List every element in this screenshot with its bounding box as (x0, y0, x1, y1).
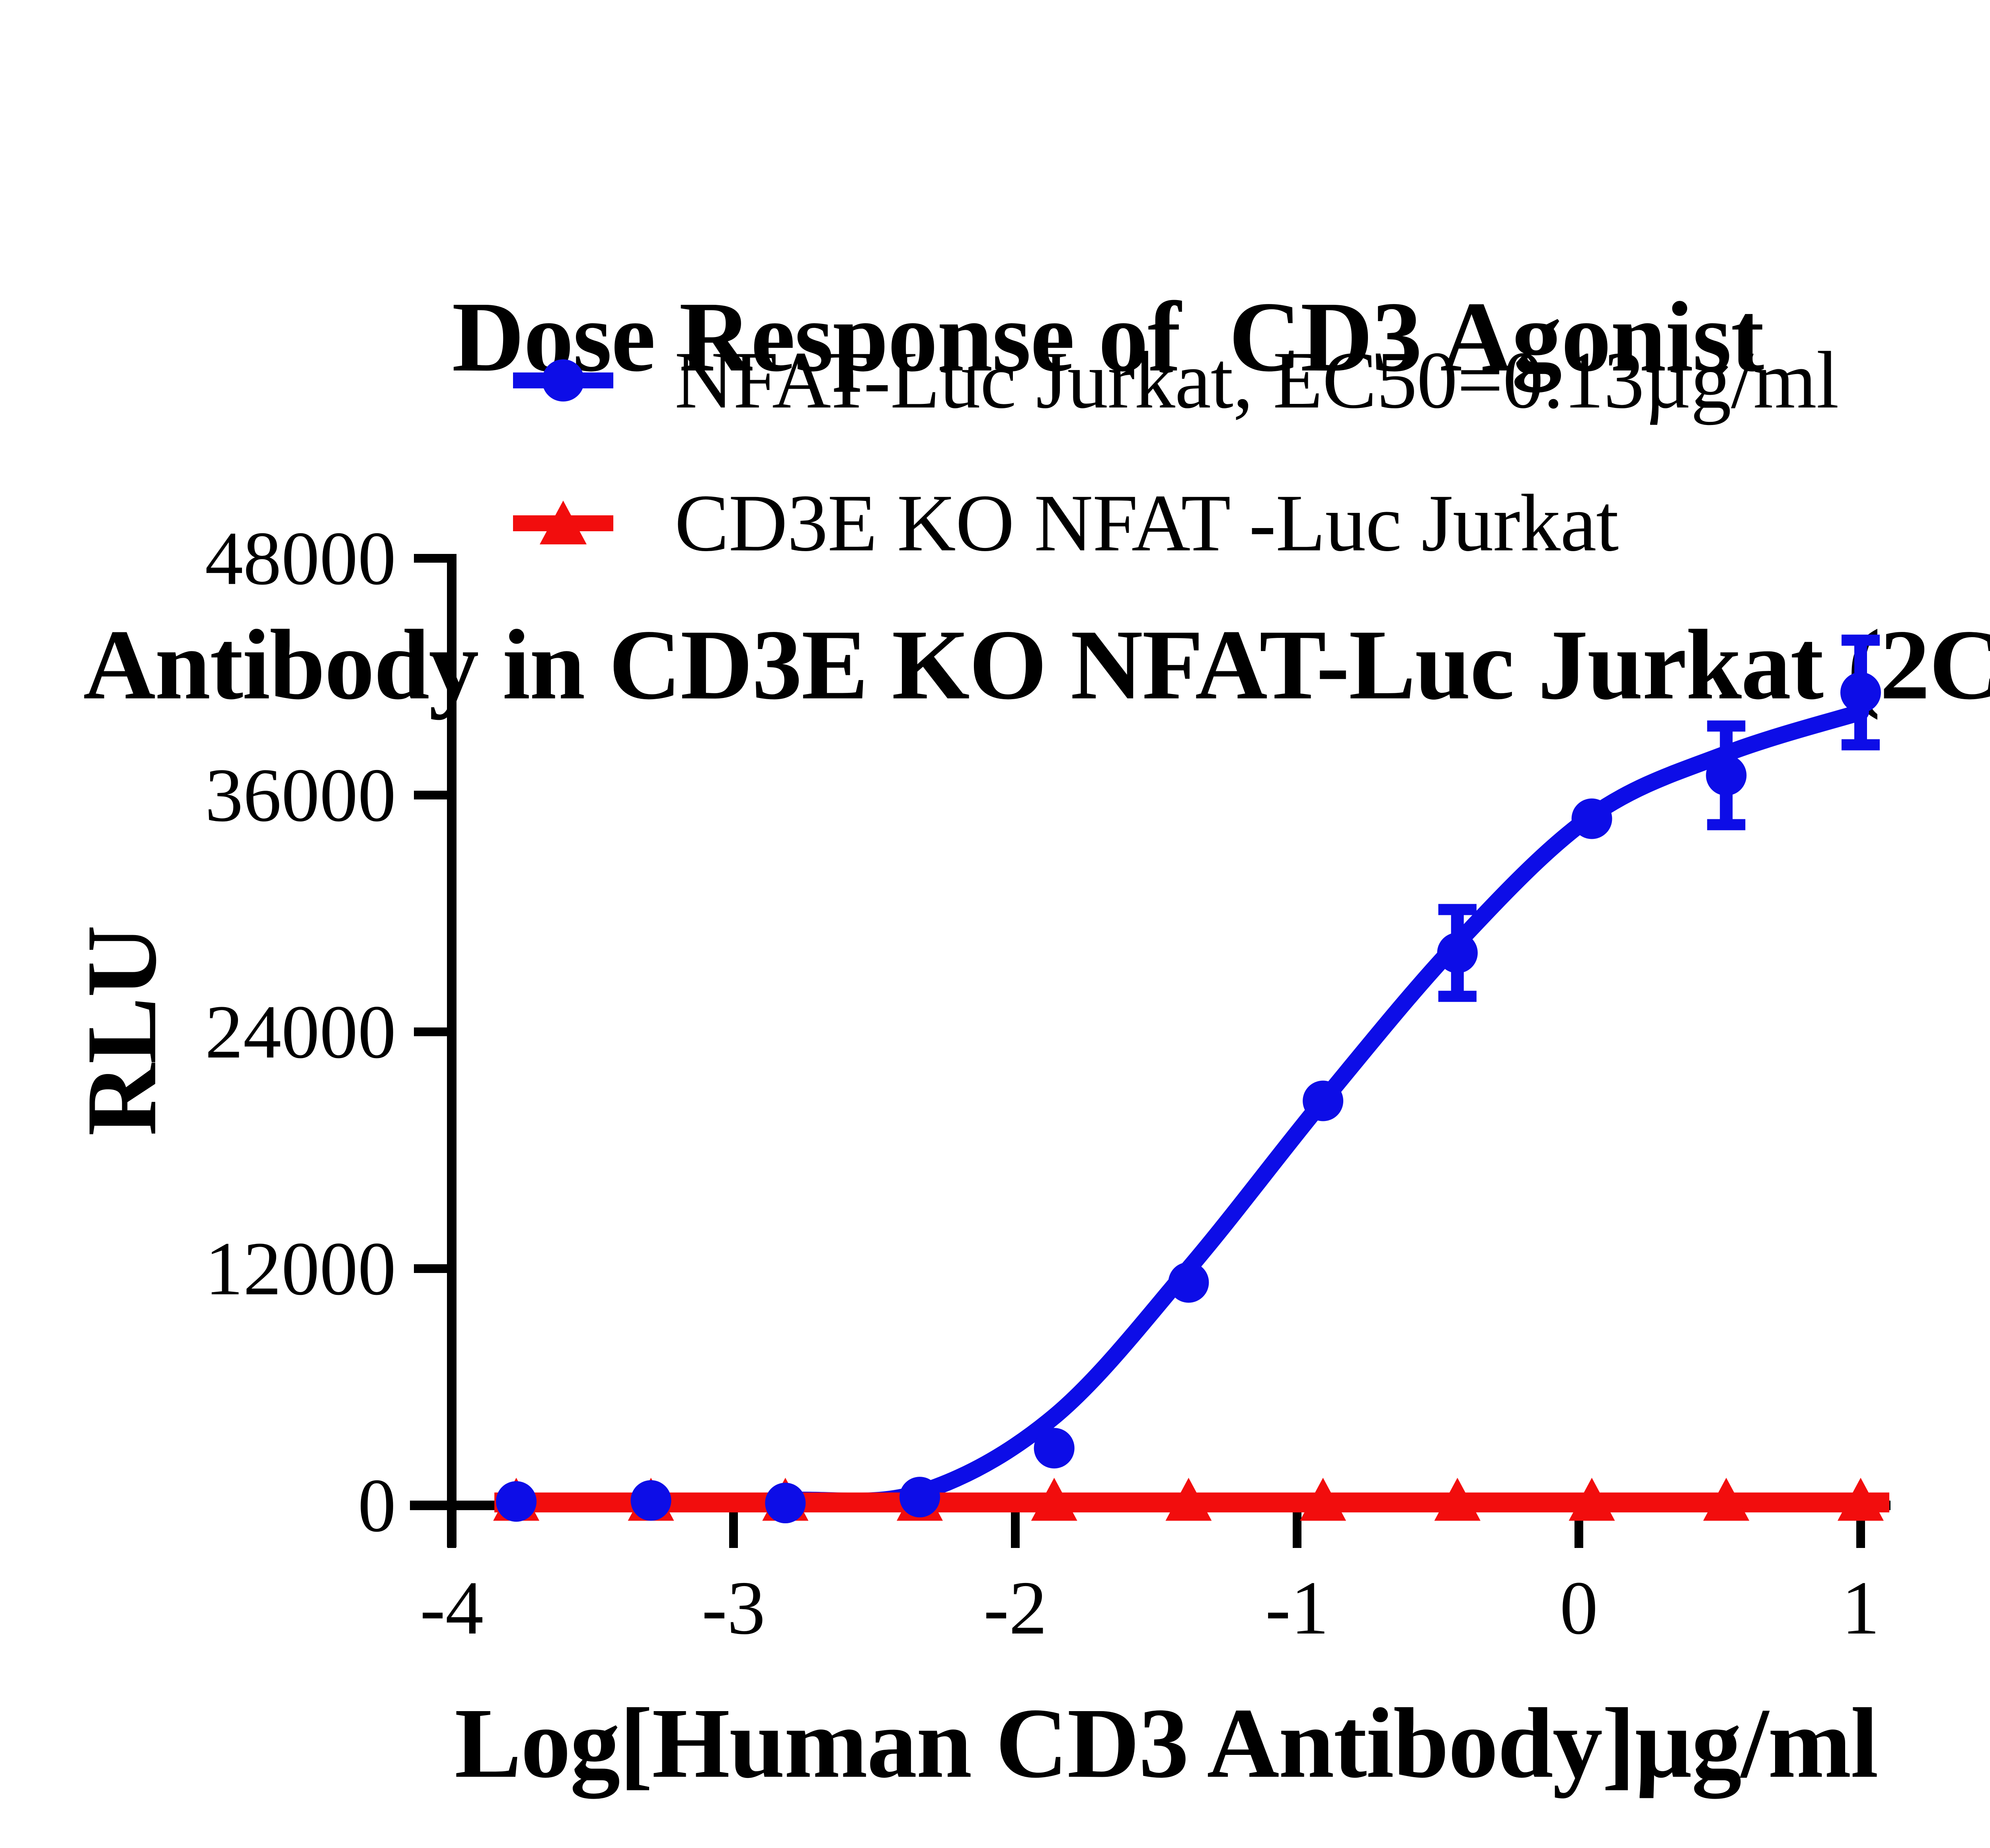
blue-circle-marker (899, 1477, 940, 1518)
blue-circle-marker (496, 1481, 537, 1522)
red-series-layer (493, 1478, 1889, 1521)
red-triangle-marker (1300, 1478, 1346, 1521)
blue-circle-marker (1303, 1080, 1344, 1121)
red-triangle-marker (1434, 1478, 1481, 1521)
x-tick-label: 0 (1560, 1565, 1598, 1650)
legend-marker-blue-circle-icon (513, 359, 613, 402)
red-triangle-marker (1031, 1478, 1077, 1521)
blue-circle-marker (1437, 932, 1478, 973)
chart-title-line2: Antibody in CD3E KO NFAT-Luc Jurkat (2C2… (83, 609, 1990, 721)
blue-circle-marker (765, 1483, 806, 1524)
axis-ticks (414, 554, 1865, 1548)
x-tick-label: 1 (1842, 1565, 1880, 1650)
x-axis-title: Log[Human CD3 Antibody]µg/ml (455, 1687, 1879, 1799)
red-triangle-marker (1569, 1478, 1615, 1521)
y-tick-label: 0 (358, 1463, 396, 1548)
blue-circle-marker (630, 1480, 671, 1521)
blue-fit-curve (508, 704, 1869, 1511)
blue-circle-marker (1571, 798, 1612, 839)
error-bar-layer (1438, 634, 1880, 1002)
y-tick-label: 24000 (205, 990, 396, 1074)
axis-tick-labels: 0 12000 24000 36000 48000 -4 -3 -2 -1 0 1 (205, 516, 1880, 1651)
legend-marker-red-triangle-icon (513, 501, 613, 544)
legend-item-cd3e-ko-nfat-luc-jurkat: CD3E KO NFAT -Luc Jurkat (511, 474, 1619, 573)
x-tick-label: -4 (420, 1565, 484, 1650)
axes (410, 558, 1890, 1547)
blue-circle-marker (1168, 1262, 1209, 1303)
fit-curve-layer (508, 704, 1869, 1511)
legend-label-nfat-luc-jurkat: NFAT-Luc Jurkat, EC50=0.13µg/ml (675, 335, 1839, 425)
y-tick-label: 36000 (205, 753, 396, 838)
red-triangle-marker (1838, 1478, 1884, 1521)
y-tick-label: 12000 (205, 1226, 396, 1311)
x-tick-label: -1 (1265, 1565, 1329, 1650)
data-point-layer (496, 672, 1881, 1524)
blue-circle-marker (1034, 1428, 1075, 1469)
x-tick-label: -2 (983, 1565, 1047, 1650)
red-triangle-marker (1703, 1478, 1750, 1521)
y-tick-label: 48000 (205, 516, 396, 601)
x-tick-label: -3 (702, 1565, 765, 1650)
chart-title-line1: Dose Response of CD3 Agonist (452, 281, 1764, 393)
blue-circle-marker (1706, 755, 1747, 796)
y-axis-title: RLU (66, 925, 177, 1136)
blue-circle-marker (1840, 672, 1881, 713)
legend-label-cd3e-ko-nfat-luc-jurkat: CD3E KO NFAT -Luc Jurkat (675, 478, 1619, 568)
red-triangle-marker (1165, 1478, 1212, 1521)
legend-item-nfat-luc-jurkat: NFAT-Luc Jurkat, EC50=0.13µg/ml (511, 331, 1839, 430)
chart-title: Dose Response of CD3 Agonist Antibody in… (0, 64, 1990, 829)
